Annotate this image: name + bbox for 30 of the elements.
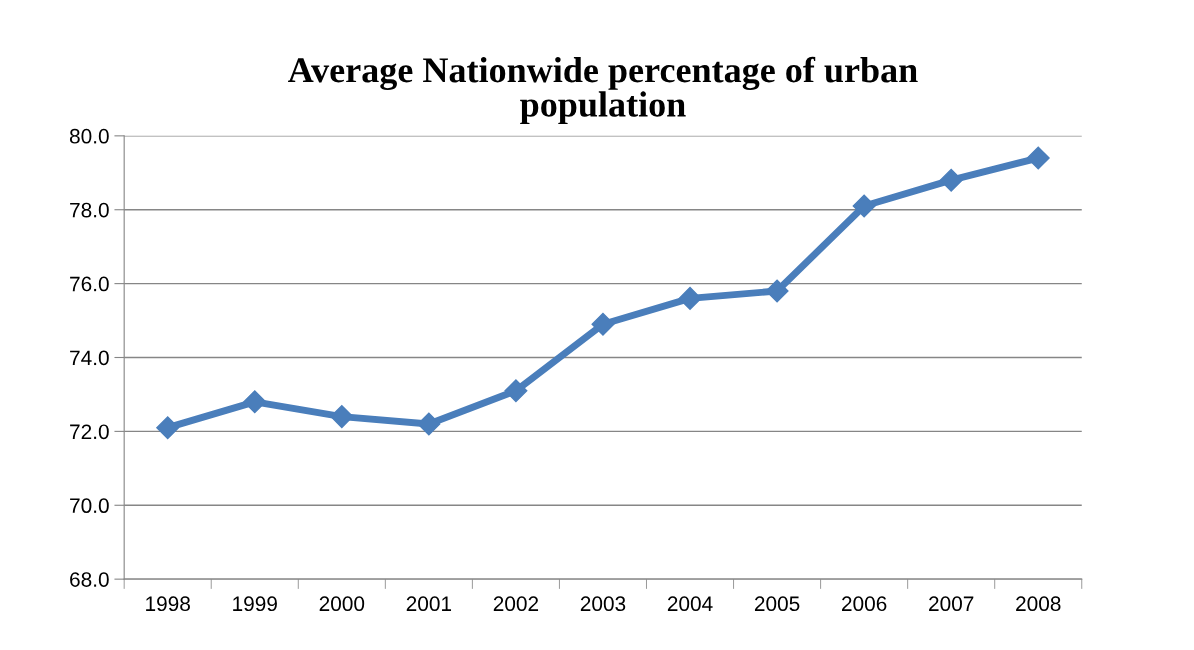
point: [591, 312, 615, 336]
x-tick-label: 2006: [842, 596, 887, 612]
y-tick-label: 76.0: [70, 276, 109, 292]
x-tick-label: 2001: [406, 596, 452, 612]
point: [765, 279, 789, 303]
x-tick-label: 2002: [493, 596, 539, 612]
x-tick-label: 2005: [754, 596, 800, 612]
point: [243, 390, 267, 414]
x-tick-label: 2004: [667, 596, 713, 612]
x-tick-label: 2008: [1016, 596, 1061, 612]
y-tick-label: 80.0: [69, 128, 109, 144]
x-tick-label: 2003: [580, 596, 626, 612]
x-tick-label: 2007: [929, 596, 974, 612]
point: [852, 194, 876, 218]
y-tick-label: 70.0: [70, 498, 109, 514]
point: [504, 379, 528, 403]
y-tick-label: 72.0: [70, 424, 109, 440]
y-tick-label: 68.0: [70, 572, 109, 587]
point: [417, 412, 441, 436]
point: [156, 416, 180, 440]
x-tick-label: 1999: [233, 596, 277, 612]
x-tick-label: 1998: [146, 596, 190, 612]
point: [678, 286, 702, 310]
x-tick-label: 2000: [319, 596, 365, 612]
chart-title: Average Nationwide percentage of urban population: [288, 56, 918, 125]
y-tick-label: 74.0: [70, 350, 109, 366]
point: [1026, 146, 1050, 170]
y-tick-label: 78.0: [70, 202, 109, 218]
point: [939, 168, 963, 192]
point: [330, 405, 354, 429]
